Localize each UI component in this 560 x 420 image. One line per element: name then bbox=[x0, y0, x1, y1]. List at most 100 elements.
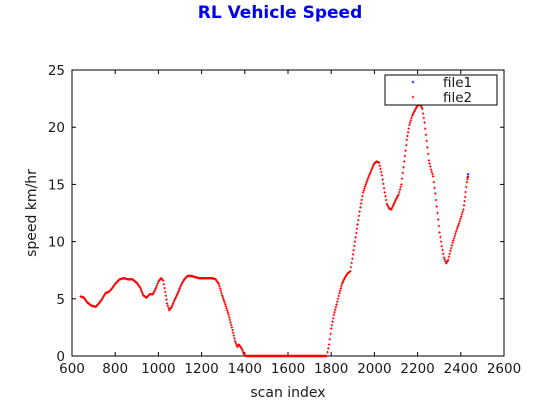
data-point bbox=[154, 287, 157, 290]
data-point bbox=[402, 166, 405, 169]
data-point bbox=[164, 290, 167, 294]
data-point bbox=[380, 174, 384, 177]
data-point bbox=[434, 192, 437, 195]
data-point bbox=[404, 144, 408, 147]
data-point bbox=[336, 297, 340, 300]
data-point bbox=[420, 106, 423, 109]
data-point bbox=[361, 191, 365, 194]
data-point bbox=[464, 190, 467, 194]
data-point bbox=[340, 282, 344, 286]
data-point bbox=[372, 164, 375, 167]
data-point bbox=[400, 183, 403, 186]
data-point bbox=[175, 294, 178, 298]
data-point bbox=[366, 178, 369, 181]
data-point bbox=[338, 291, 341, 295]
x-tick-label: 2400 bbox=[444, 361, 478, 377]
data-point bbox=[369, 171, 372, 174]
y-tick-label: 20 bbox=[48, 120, 65, 136]
data-point bbox=[177, 290, 180, 293]
data-point bbox=[229, 323, 233, 327]
data-point bbox=[331, 317, 335, 320]
data-point bbox=[141, 292, 144, 295]
data-point bbox=[342, 278, 346, 281]
data-point bbox=[327, 347, 330, 350]
data-point bbox=[174, 295, 178, 299]
data-point bbox=[153, 288, 157, 292]
data-point bbox=[367, 174, 371, 178]
data-point bbox=[357, 218, 360, 222]
data-point bbox=[382, 182, 385, 186]
data-point bbox=[354, 236, 357, 239]
data-point bbox=[461, 210, 464, 214]
data-point bbox=[241, 349, 244, 353]
data-point bbox=[338, 289, 342, 292]
data-point bbox=[172, 300, 176, 303]
data-point bbox=[439, 240, 443, 243]
data-point bbox=[152, 291, 155, 295]
data-point bbox=[406, 131, 410, 134]
data-point bbox=[228, 318, 232, 322]
data-point bbox=[171, 303, 174, 307]
data-point bbox=[223, 301, 226, 304]
data-point bbox=[422, 116, 425, 120]
data-point bbox=[397, 193, 400, 196]
data-point bbox=[421, 107, 424, 111]
data-point bbox=[231, 328, 234, 332]
x-tick-label: 2000 bbox=[357, 361, 391, 377]
data-point bbox=[439, 235, 442, 239]
data-point bbox=[165, 302, 169, 305]
data-point bbox=[363, 187, 366, 190]
data-point bbox=[407, 127, 410, 130]
data-point bbox=[466, 178, 469, 181]
y-axis: 0 5 10 15 20 25 bbox=[48, 63, 504, 365]
data-point bbox=[233, 337, 236, 340]
data-point bbox=[230, 326, 234, 329]
data-point bbox=[409, 119, 412, 122]
data-point bbox=[330, 327, 333, 330]
y-tick-label: 5 bbox=[56, 292, 65, 308]
data-point bbox=[359, 202, 363, 205]
data-point bbox=[351, 253, 355, 256]
data-point bbox=[361, 194, 364, 198]
data-point bbox=[363, 185, 367, 188]
data-point bbox=[394, 199, 397, 202]
data-point bbox=[359, 206, 362, 209]
x-tick-label: 2600 bbox=[487, 361, 521, 377]
data-point bbox=[459, 217, 462, 220]
data-point bbox=[221, 295, 224, 299]
data-point bbox=[430, 170, 433, 174]
data-point bbox=[369, 169, 373, 172]
data-point bbox=[377, 161, 381, 164]
data-point bbox=[327, 343, 331, 346]
data-point bbox=[435, 205, 438, 208]
data-point bbox=[403, 154, 407, 158]
legend-marker-file2 bbox=[411, 95, 415, 99]
data-point bbox=[178, 287, 181, 290]
data-point bbox=[232, 334, 235, 337]
data-point bbox=[456, 225, 459, 229]
data-point bbox=[171, 302, 175, 305]
x-tick-label: 600 bbox=[59, 361, 85, 377]
data-point bbox=[423, 121, 426, 124]
data-point bbox=[326, 350, 329, 354]
data-point bbox=[349, 270, 352, 273]
data-point bbox=[162, 283, 166, 286]
data-point bbox=[240, 347, 244, 351]
data-point bbox=[231, 331, 235, 335]
series-file2 bbox=[79, 103, 470, 358]
data-point bbox=[331, 320, 334, 323]
data-point bbox=[364, 183, 367, 186]
y-axis-label: speed km/hr bbox=[24, 169, 40, 257]
data-point bbox=[353, 244, 356, 248]
data-point bbox=[408, 123, 411, 127]
data-point bbox=[425, 139, 428, 143]
data-point bbox=[352, 248, 355, 252]
data-point bbox=[392, 202, 396, 205]
data-point bbox=[426, 152, 430, 156]
data-point bbox=[385, 198, 388, 202]
data-point bbox=[465, 185, 468, 189]
data-point bbox=[227, 313, 230, 317]
data-point bbox=[462, 204, 466, 207]
data-point bbox=[463, 195, 467, 199]
